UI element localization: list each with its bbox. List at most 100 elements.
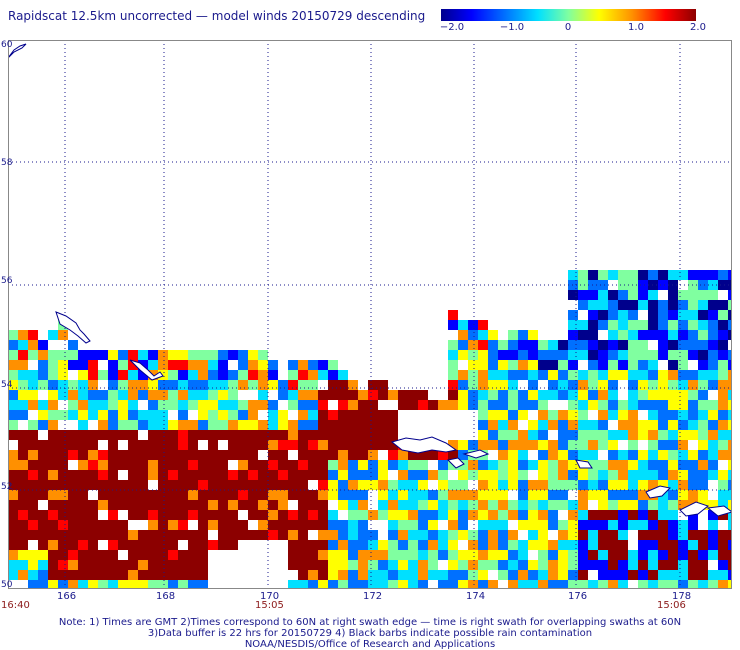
data-cell [18, 360, 28, 370]
data-cell [658, 560, 668, 570]
data-cell [658, 330, 668, 340]
data-cell [538, 560, 548, 570]
data-cell [498, 420, 508, 430]
data-cell [468, 440, 478, 450]
data-cell [728, 550, 732, 560]
data-cell [28, 350, 38, 360]
data-cell [438, 480, 448, 490]
data-cell [658, 280, 668, 290]
data-cell [108, 510, 118, 520]
data-cell [438, 530, 448, 540]
data-cell [688, 550, 698, 560]
data-cell [178, 550, 188, 560]
data-cell [528, 350, 538, 360]
data-cell [578, 430, 588, 440]
data-cell [348, 560, 358, 570]
data-cell [498, 380, 508, 390]
data-cell [368, 560, 378, 570]
data-cell [638, 550, 648, 560]
data-cell [678, 400, 688, 410]
data-cell [618, 270, 628, 280]
data-cell [678, 310, 688, 320]
data-cell [628, 380, 638, 390]
data-cell [78, 540, 88, 550]
data-cell [568, 390, 578, 400]
data-cell [18, 450, 28, 460]
data-cell [218, 400, 228, 410]
data-cell [398, 580, 408, 589]
data-cell [538, 570, 548, 580]
data-cell [558, 520, 568, 530]
data-cell [628, 300, 638, 310]
data-cell [428, 470, 438, 480]
data-cell [168, 370, 178, 380]
data-cell [618, 280, 628, 290]
data-cell [128, 510, 138, 520]
data-cell [678, 390, 688, 400]
data-cell [558, 480, 568, 490]
data-cell [208, 390, 218, 400]
data-cell [178, 400, 188, 410]
data-cell [588, 390, 598, 400]
lon-label: 170 [260, 591, 280, 602]
data-cell [348, 550, 358, 560]
data-cell [598, 380, 608, 390]
data-cell [588, 270, 598, 280]
data-cell [628, 320, 638, 330]
data-cell [178, 490, 188, 500]
data-cell [568, 530, 578, 540]
data-cell [328, 580, 338, 589]
data-cell [638, 520, 648, 530]
data-cell [578, 300, 588, 310]
data-cell [468, 360, 478, 370]
data-cell [728, 390, 732, 400]
data-cell [538, 390, 548, 400]
data-cell [418, 530, 428, 540]
data-cell [478, 550, 488, 560]
data-cell [198, 350, 208, 360]
data-cell [498, 370, 508, 380]
data-cell [158, 410, 168, 420]
data-cell [708, 270, 718, 280]
data-cell [238, 490, 248, 500]
data-cell [728, 370, 732, 380]
data-cell [208, 350, 218, 360]
data-cell [168, 350, 178, 360]
data-cell [298, 400, 308, 410]
colorbar [441, 9, 696, 21]
data-cell [558, 390, 568, 400]
data-cell [18, 400, 28, 410]
data-cell [388, 490, 398, 500]
data-cell [198, 500, 208, 510]
data-cell [188, 400, 198, 410]
data-cell [588, 430, 598, 440]
data-cell [118, 430, 128, 440]
data-cell [638, 390, 648, 400]
data-cell [608, 430, 618, 440]
data-cell [178, 560, 188, 570]
data-cell [478, 400, 488, 410]
data-cell [698, 380, 708, 390]
data-cell [18, 550, 28, 560]
data-cell [138, 380, 148, 390]
data-cell [438, 490, 448, 500]
data-cell [728, 540, 732, 550]
data-cell [718, 420, 728, 430]
data-cell [538, 340, 548, 350]
data-cell [88, 370, 98, 380]
data-cell [648, 510, 658, 520]
data-cell [588, 550, 598, 560]
data-cell [88, 410, 98, 420]
data-cell [528, 460, 538, 470]
data-cell [248, 360, 258, 370]
data-cell [108, 400, 118, 410]
data-cell [538, 580, 548, 589]
data-cell [598, 290, 608, 300]
data-cell [638, 500, 648, 510]
data-cell [278, 430, 288, 440]
data-cell [118, 480, 128, 490]
data-cell [598, 570, 608, 580]
data-cell [388, 510, 398, 520]
data-cell [288, 520, 298, 530]
data-cell [18, 530, 28, 540]
